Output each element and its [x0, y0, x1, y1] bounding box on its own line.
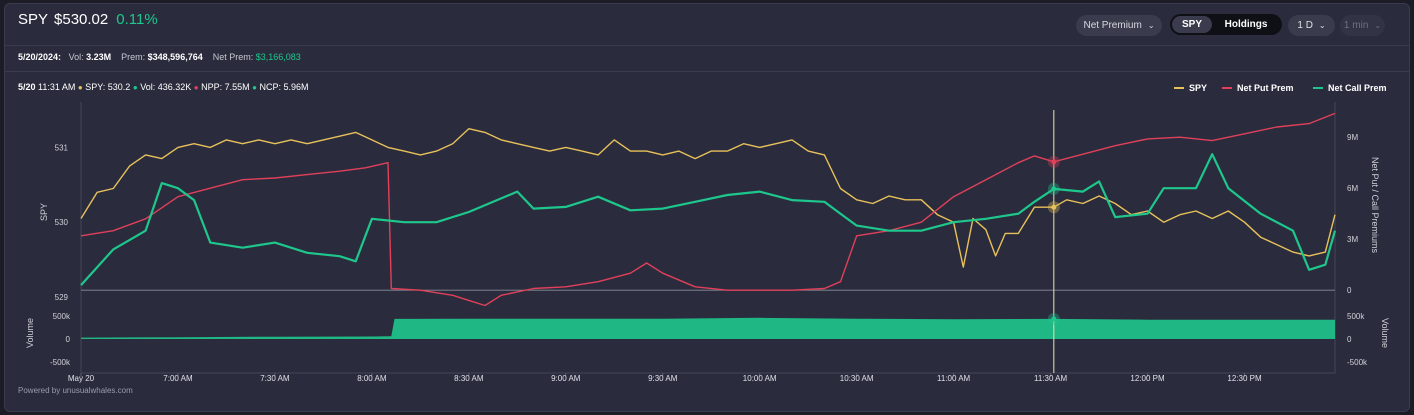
- volume-axis-title: Volume: [1380, 318, 1390, 348]
- legend-put-label: Net Put Prem: [1237, 83, 1294, 93]
- volume-axis-title: Volume: [25, 318, 35, 348]
- crosshair-date: 5/20: [18, 82, 36, 92]
- stats-vol-label: Vol:: [68, 52, 84, 62]
- chevron-down-icon: ⌄: [1147, 21, 1155, 30]
- spy-price-line: [80, 127, 1336, 268]
- put-marker: [1051, 159, 1057, 165]
- x-axis-tick-label: 8:00 AM: [357, 374, 387, 383]
- right-axis-tick-label: 0: [1347, 286, 1352, 295]
- metric-selector-label: Net Premium: [1083, 20, 1142, 31]
- volume-axis-tick-label: 0: [1347, 335, 1352, 344]
- legend-spy[interactable]: SPY: [1174, 83, 1207, 93]
- footer-credit: Powered by unusualwhales.com: [18, 386, 133, 395]
- spy-marker: [1051, 204, 1057, 210]
- stats-prem-label: Prem:: [121, 52, 146, 62]
- call-marker: [1051, 186, 1057, 192]
- ticker-change: 0.11%: [116, 11, 158, 28]
- toggle-spy-button[interactable]: SPY: [1172, 16, 1212, 33]
- x-axis-tick-label: May 20: [68, 374, 95, 383]
- x-axis-tick-label: 9:30 AM: [648, 374, 678, 383]
- crosshair-npp: NPP: 7.55M: [201, 82, 250, 92]
- x-axis-tick-label: 12:00 PM: [1130, 374, 1165, 383]
- crosshair-vol: Vol: 436.32K: [140, 82, 192, 92]
- put-dot-icon: ●: [193, 83, 199, 92]
- toggle-holdings-button[interactable]: Holdings: [1224, 19, 1268, 30]
- x-axis-tick-label: 8:30 AM: [454, 374, 484, 383]
- net-put-prem-line: [80, 112, 1336, 307]
- right-axis-tick-label: 9M: [1347, 133, 1358, 142]
- stats-date: 5/20/2024:: [18, 52, 62, 62]
- left-axis-tick-label: 531: [55, 143, 69, 152]
- range-label: 1 D: [1297, 20, 1313, 31]
- interval-dropdown[interactable]: 1 min ⌄: [1340, 15, 1385, 36]
- divider: [4, 71, 1410, 72]
- legend-spy-label: SPY: [1189, 83, 1208, 93]
- ticker-symbol: SPY: [18, 11, 49, 28]
- chevron-down-icon: ⌄: [1318, 21, 1326, 30]
- chevron-down-icon: ⌄: [1374, 21, 1382, 30]
- right-axis-title: Net Put / Call Premiums: [1370, 157, 1380, 254]
- volume-axis-tick-label: 0: [66, 335, 71, 344]
- stats-prem: $348,596,764: [147, 52, 203, 62]
- x-axis-tick-label: 7:00 AM: [163, 374, 193, 383]
- volume-axis-tick-label: 500k: [1347, 312, 1365, 321]
- x-axis-tick-label: 12:30 PM: [1227, 374, 1262, 383]
- legend-spy-swatch: [1174, 87, 1184, 89]
- volume-axis-tick-label: -500k: [1347, 358, 1368, 367]
- left-axis-tick-label: 529: [55, 293, 69, 302]
- legend-call[interactable]: Net Call Prem: [1313, 83, 1387, 93]
- legend-call-label: Net Call Prem: [1328, 83, 1387, 93]
- crosshair-readout: 5/20 11:31 AM ● SPY: 530.2 ● Vol: 436.32…: [18, 82, 309, 92]
- interval-label: 1 min: [1343, 20, 1369, 31]
- legend-call-swatch: [1313, 87, 1323, 89]
- ticker-header: SPY $530.02 0.11%: [18, 11, 158, 28]
- stats-net-prem-label: Net Prem:: [212, 52, 254, 62]
- crosshair-time: 11:31 AM: [38, 82, 76, 92]
- left-axis-title: SPY: [39, 203, 49, 221]
- legend-put[interactable]: Net Put Prem: [1222, 83, 1294, 93]
- spy-dot-icon: ●: [77, 83, 83, 92]
- volume-area: [81, 317, 1335, 339]
- x-axis-tick-label: 10:00 AM: [743, 374, 777, 383]
- ticker-price: $530.02: [54, 11, 109, 28]
- volume-marker: [1051, 316, 1057, 322]
- volume-axis-tick-label: 500k: [53, 312, 71, 321]
- volume-axis-tick-label: -500k: [50, 358, 71, 367]
- x-axis-tick-label: 10:30 AM: [840, 374, 874, 383]
- stats-net-prem: $3,166,083: [255, 52, 301, 62]
- x-axis-tick-label: 11:00 AM: [937, 374, 971, 383]
- view-toggle: SPY Holdings: [1170, 14, 1282, 35]
- crosshair-ncp: NCP: 5.96M: [259, 82, 309, 92]
- right-axis-tick-label: 3M: [1347, 235, 1358, 244]
- range-dropdown[interactable]: 1 D ⌄: [1288, 15, 1335, 36]
- crosshair-spy: SPY: 530.2: [85, 82, 131, 92]
- right-axis-tick-label: 6M: [1347, 184, 1358, 193]
- metric-selector-dropdown[interactable]: Net Premium ⌄: [1076, 15, 1162, 36]
- x-axis-tick-label: 11:30 AM: [1034, 374, 1068, 383]
- volume-dot-icon: ●: [132, 83, 138, 92]
- net-call-prem-line: [80, 153, 1337, 286]
- call-dot-icon: ●: [252, 83, 258, 92]
- x-axis-tick-label: 9:00 AM: [551, 374, 581, 383]
- daily-stats: 5/20/2024: Vol: 3.23M Prem: $348,596,764…: [18, 52, 301, 62]
- x-axis-tick-label: 7:30 AM: [260, 374, 290, 383]
- divider: [4, 45, 1410, 46]
- left-axis-tick-label: 530: [55, 218, 69, 227]
- legend-put-swatch: [1222, 87, 1232, 89]
- stats-vol: 3.23M: [86, 52, 112, 62]
